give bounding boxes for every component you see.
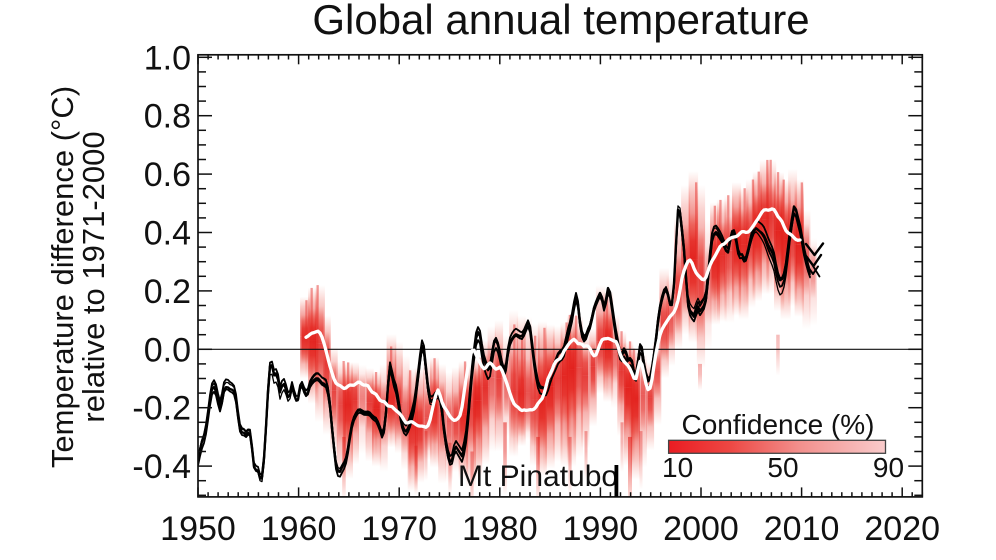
svg-text:50: 50 <box>767 452 798 483</box>
svg-text:1.0: 1.0 <box>144 39 191 77</box>
svg-text:0.2: 0.2 <box>144 273 191 311</box>
svg-text:-0.2: -0.2 <box>132 390 191 428</box>
svg-text:90: 90 <box>873 452 904 483</box>
svg-text:2000: 2000 <box>663 510 739 548</box>
svg-text:Global annual temperature: Global annual temperature <box>312 0 809 43</box>
svg-text:0.0: 0.0 <box>144 331 191 369</box>
svg-text:10: 10 <box>662 452 693 483</box>
svg-text:0.4: 0.4 <box>144 215 191 253</box>
svg-text:Temperature difference (°C): Temperature difference (°C) <box>45 86 80 468</box>
svg-text:Mt Pinatubo: Mt Pinatubo <box>458 460 618 493</box>
svg-text:0.6: 0.6 <box>144 156 191 194</box>
svg-text:-0.4: -0.4 <box>132 448 191 486</box>
svg-text:2020: 2020 <box>864 510 940 548</box>
svg-text:1950: 1950 <box>160 510 236 548</box>
svg-text:Confidence (%): Confidence (%) <box>682 409 875 440</box>
svg-text:1960: 1960 <box>261 510 337 548</box>
svg-text:1990: 1990 <box>563 510 639 548</box>
svg-text:0.8: 0.8 <box>144 98 191 136</box>
svg-text:relative to 1971-2000: relative to 1971-2000 <box>76 131 111 422</box>
svg-text:1980: 1980 <box>462 510 538 548</box>
svg-text:2010: 2010 <box>764 510 840 548</box>
svg-text:1970: 1970 <box>361 510 437 548</box>
